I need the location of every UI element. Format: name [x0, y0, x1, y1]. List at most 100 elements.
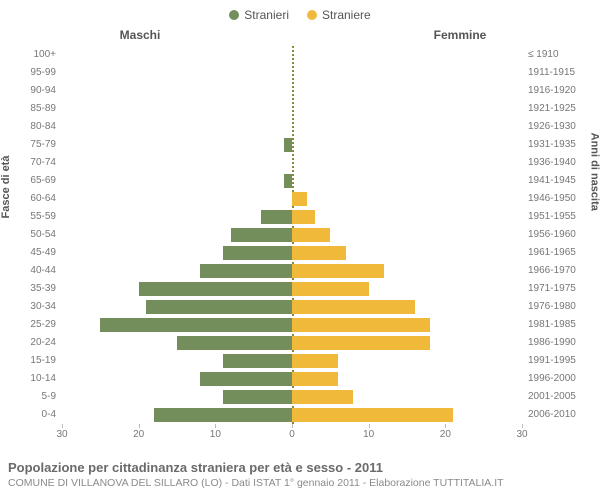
- table-row: 25-291981-1985: [62, 316, 522, 334]
- x-tick: 0: [289, 429, 295, 440]
- x-axis: 3020100102030: [62, 426, 522, 442]
- age-label: 30-34: [12, 302, 56, 312]
- age-label: 5-9: [12, 392, 56, 402]
- bar-male: [100, 318, 292, 332]
- table-row: 100+≤ 1910: [62, 46, 522, 64]
- bar-male: [223, 246, 292, 260]
- age-label: 100+: [12, 50, 56, 60]
- year-label: 1986-1990: [528, 338, 584, 348]
- bar-male: [284, 138, 292, 152]
- population-pyramid-chart: Stranieri Straniere Maschi Femmine Fasce…: [0, 0, 600, 500]
- bar-female: [292, 192, 307, 206]
- x-tick: 10: [210, 429, 221, 440]
- table-row: 70-741936-1940: [62, 154, 522, 172]
- legend-male-label: Stranieri: [244, 8, 289, 22]
- x-tick: 30: [516, 429, 527, 440]
- table-row: 60-641946-1950: [62, 190, 522, 208]
- year-label: 1966-1970: [528, 266, 584, 276]
- table-row: 15-191991-1995: [62, 352, 522, 370]
- female-swatch: [307, 10, 317, 20]
- bar-female: [292, 228, 330, 242]
- table-row: 10-141996-2000: [62, 370, 522, 388]
- age-label: 50-54: [12, 230, 56, 240]
- year-label: 2006-2010: [528, 410, 584, 420]
- year-label: 1991-1995: [528, 356, 584, 366]
- bar-male: [154, 408, 292, 422]
- header-female: Femmine: [320, 28, 600, 42]
- table-row: 65-691941-1945: [62, 172, 522, 190]
- bar-female: [292, 354, 338, 368]
- age-label: 0-4: [12, 410, 56, 420]
- table-row: 30-341976-1980: [62, 298, 522, 316]
- year-label: 1946-1950: [528, 194, 584, 204]
- age-label: 15-19: [12, 356, 56, 366]
- age-label: 65-69: [12, 176, 56, 186]
- year-label: 1996-2000: [528, 374, 584, 384]
- age-label: 60-64: [12, 194, 56, 204]
- year-label: 1911-1915: [528, 68, 584, 78]
- table-row: 5-92001-2005: [62, 388, 522, 406]
- year-label: 1961-1965: [528, 248, 584, 258]
- table-row: 0-42006-2010: [62, 406, 522, 424]
- caption-title: Popolazione per cittadinanza straniera p…: [8, 460, 592, 475]
- year-label: 1981-1985: [528, 320, 584, 330]
- bar-male: [146, 300, 292, 314]
- bar-male: [200, 264, 292, 278]
- table-row: 90-941916-1920: [62, 82, 522, 100]
- age-label: 35-39: [12, 284, 56, 294]
- year-label: 1976-1980: [528, 302, 584, 312]
- year-label: 1931-1935: [528, 140, 584, 150]
- bar-female: [292, 246, 346, 260]
- x-tick: 20: [440, 429, 451, 440]
- table-row: 80-841926-1930: [62, 118, 522, 136]
- age-label: 55-59: [12, 212, 56, 222]
- age-label: 75-79: [12, 140, 56, 150]
- age-label: 90-94: [12, 86, 56, 96]
- x-tick: 10: [363, 429, 374, 440]
- year-label: 2001-2005: [528, 392, 584, 402]
- bar-female: [292, 390, 353, 404]
- age-label: 70-74: [12, 158, 56, 168]
- year-label: 1956-1960: [528, 230, 584, 240]
- bar-female: [292, 318, 430, 332]
- year-label: 1921-1925: [528, 104, 584, 114]
- bar-male: [261, 210, 292, 224]
- y-axis-title-left: Fasce di età: [0, 156, 12, 219]
- plot-area: 100+≤ 191095-991911-191590-941916-192085…: [62, 46, 522, 424]
- bar-male: [231, 228, 292, 242]
- bar-female: [292, 300, 415, 314]
- legend-female: Straniere: [307, 8, 371, 22]
- table-row: 85-891921-1925: [62, 100, 522, 118]
- year-label: 1926-1930: [528, 122, 584, 132]
- bar-male: [200, 372, 292, 386]
- bar-male: [223, 354, 292, 368]
- year-label: ≤ 1910: [528, 50, 584, 60]
- table-row: 55-591951-1955: [62, 208, 522, 226]
- bar-female: [292, 372, 338, 386]
- age-label: 95-99: [12, 68, 56, 78]
- bar-female: [292, 264, 384, 278]
- year-label: 1936-1940: [528, 158, 584, 168]
- column-headers: Maschi Femmine: [0, 28, 600, 46]
- male-swatch: [229, 10, 239, 20]
- y-axis-title-right: Anni di nascita: [588, 133, 600, 211]
- year-label: 1951-1955: [528, 212, 584, 222]
- age-label: 10-14: [12, 374, 56, 384]
- bar-male: [223, 390, 292, 404]
- table-row: 20-241986-1990: [62, 334, 522, 352]
- legend-male: Stranieri: [229, 8, 289, 22]
- bar-male: [284, 174, 292, 188]
- bar-female: [292, 282, 369, 296]
- x-tick: 30: [56, 429, 67, 440]
- year-label: 1916-1920: [528, 86, 584, 96]
- year-label: 1941-1945: [528, 176, 584, 186]
- bar-male: [139, 282, 292, 296]
- age-label: 20-24: [12, 338, 56, 348]
- table-row: 35-391971-1975: [62, 280, 522, 298]
- table-row: 50-541956-1960: [62, 226, 522, 244]
- age-label: 85-89: [12, 104, 56, 114]
- bar-female: [292, 210, 315, 224]
- bar-male: [177, 336, 292, 350]
- table-row: 75-791931-1935: [62, 136, 522, 154]
- header-male: Maschi: [0, 28, 280, 42]
